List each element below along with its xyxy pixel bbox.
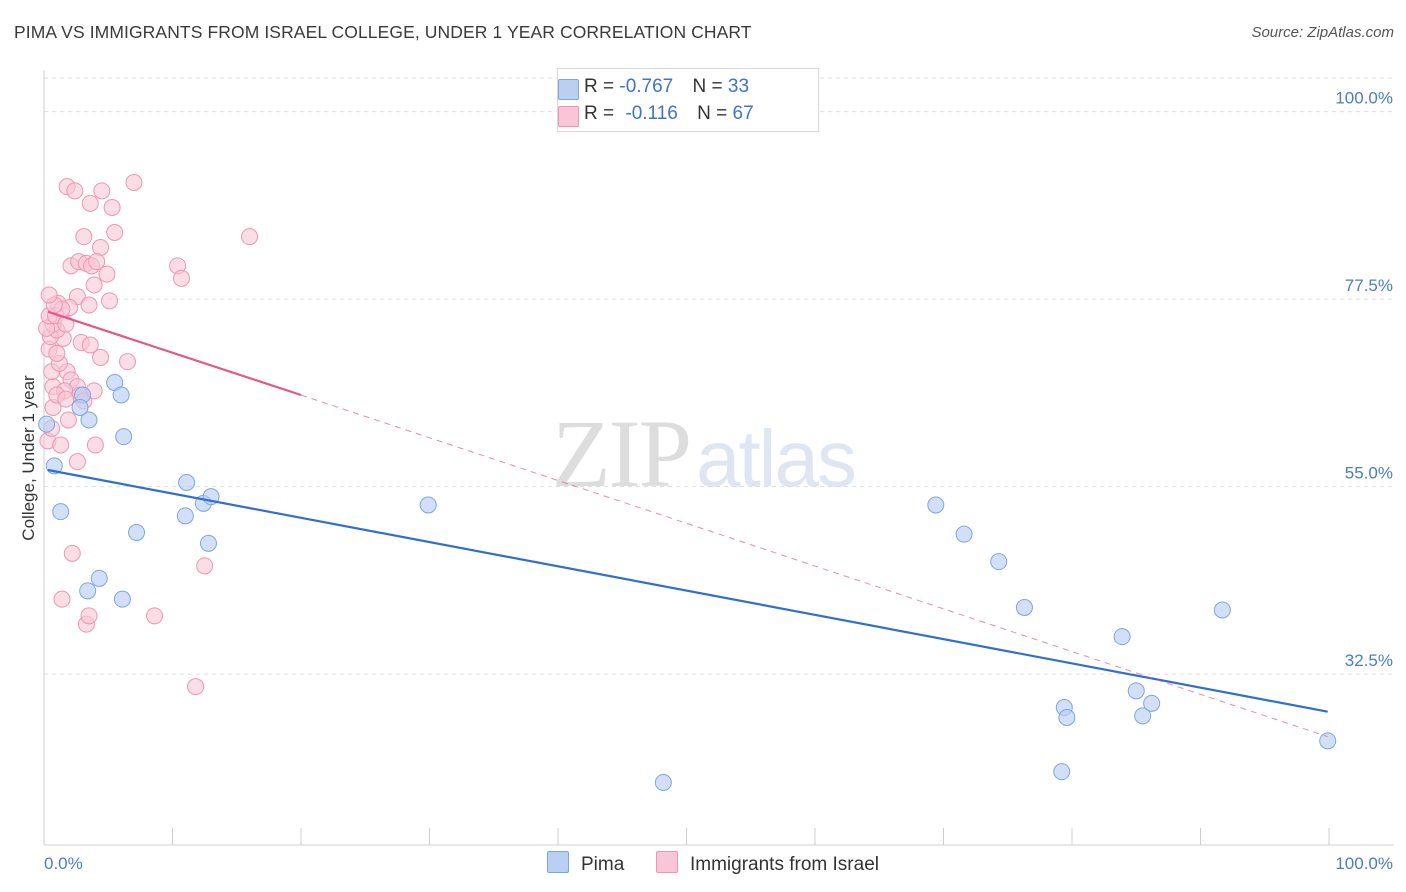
israel-point xyxy=(106,224,124,241)
israel-point xyxy=(80,607,98,625)
pima-point xyxy=(990,553,1008,571)
israel-point xyxy=(63,544,81,562)
legend-israel-r-value: -0.116 xyxy=(625,103,678,124)
israel-series xyxy=(38,174,259,696)
israel-point xyxy=(88,253,106,271)
israel-point xyxy=(125,174,143,191)
legend-pima-n-value: 33 xyxy=(727,76,750,97)
y-tick-label: 32.5% xyxy=(1345,651,1393,670)
legend-swatch-pima xyxy=(558,79,579,100)
pima-point xyxy=(654,774,672,791)
israel-point xyxy=(196,557,214,575)
pima-point xyxy=(71,399,89,416)
legend-row-pima: R = -0.767 N = 33 xyxy=(558,76,750,100)
israel-point xyxy=(59,411,77,429)
israel-point xyxy=(52,436,70,454)
israel-point xyxy=(172,269,190,287)
bottom-legend-israel: Immigrants from Israel xyxy=(656,851,879,876)
correlation-legend: R = -0.767 N = 33 R = -0.116 N = 67 xyxy=(557,68,819,132)
israel-point xyxy=(92,239,110,256)
israel-point xyxy=(187,678,205,696)
israel-point xyxy=(57,315,75,333)
pima-point xyxy=(128,524,146,541)
axis-layer xyxy=(43,70,1394,846)
pima-point xyxy=(1127,682,1145,700)
bottom-legend-israel-swatch xyxy=(656,851,678,873)
chart-title: PIMA VS IMMIGRANTS FROM ISRAEL COLLEGE, … xyxy=(14,22,752,42)
pima-point xyxy=(38,415,56,433)
israel-point xyxy=(92,349,110,366)
israel-point xyxy=(57,390,75,408)
israel-point xyxy=(93,182,111,200)
israel-point xyxy=(75,228,93,246)
pima-point xyxy=(52,503,70,521)
pima-point xyxy=(178,474,196,491)
watermark: ZIPatlas xyxy=(552,398,857,509)
pima-point xyxy=(1134,707,1152,725)
legend-israel-r-label: R = xyxy=(584,103,620,124)
y-tick-label: 77.5% xyxy=(1345,276,1393,295)
israel-point xyxy=(241,228,259,246)
trend-lines xyxy=(47,310,1328,738)
y-tick-label: 55.0% xyxy=(1345,464,1393,483)
y-axis-label: College, Under 1 year xyxy=(19,375,38,541)
israel-point xyxy=(66,182,84,200)
israel-point xyxy=(81,194,99,212)
bottom-legend-israel-label: Immigrants from Israel xyxy=(690,854,879,875)
israel-point xyxy=(80,296,98,314)
pima-point xyxy=(1213,601,1231,619)
bottom-legend-pima: Pima xyxy=(547,851,624,876)
x-tick-label: 100.0% xyxy=(1335,854,1393,873)
israel-point xyxy=(101,292,119,310)
pima-point xyxy=(80,411,98,429)
legend-row-israel: R = -0.116 N = 67 xyxy=(558,103,754,127)
legend-pima-r-label: R = xyxy=(584,76,620,97)
source-credit: Source: ZipAtlas.com xyxy=(1251,24,1394,41)
pima-point xyxy=(79,582,97,600)
pima-point xyxy=(176,507,194,525)
pima-point xyxy=(199,534,217,552)
legend-israel-n-label: N = xyxy=(697,103,733,124)
pima-point xyxy=(113,590,131,608)
israel-point xyxy=(103,199,121,216)
israel-point xyxy=(98,265,116,283)
israel-point xyxy=(68,453,86,471)
pima-point xyxy=(1143,694,1161,712)
watermark-atlas: atlas xyxy=(696,414,857,503)
israel-point xyxy=(86,436,104,454)
x-tick-label: 0.0% xyxy=(44,854,83,873)
legend-israel-n-value: 67 xyxy=(732,103,754,124)
pima-point xyxy=(419,496,437,514)
israel-point xyxy=(53,590,71,608)
legend-pima-r-value: -0.767 xyxy=(619,76,674,97)
israel-point xyxy=(119,353,137,371)
israel-trend-line xyxy=(47,310,302,397)
israel-trend-extension xyxy=(300,394,1328,738)
pima-point xyxy=(1113,628,1131,646)
pima-point xyxy=(1319,732,1337,750)
legend-pima-n-label: N = xyxy=(692,76,728,97)
pima-series xyxy=(38,374,1337,791)
pima-point xyxy=(1058,709,1076,726)
pima-point xyxy=(955,525,973,543)
israel-point xyxy=(85,276,103,294)
israel-point xyxy=(81,336,99,354)
pima-point xyxy=(1053,763,1071,781)
bottom-legend-pima-label: Pima xyxy=(581,854,625,875)
pima-point xyxy=(1015,599,1033,616)
watermark-zip: ZIP xyxy=(552,400,692,507)
legend-swatch-israel xyxy=(558,106,579,127)
pima-point xyxy=(112,386,130,404)
pima-point xyxy=(115,428,133,446)
y-tick-label: 100.0% xyxy=(1335,89,1393,108)
bottom-legend-pima-swatch xyxy=(547,851,569,873)
israel-point xyxy=(40,286,58,304)
tick-labels: 100.0% 77.5% 55.0% 32.5% 0.0% 100.0% xyxy=(44,89,1393,873)
israel-point xyxy=(48,344,66,362)
israel-point xyxy=(146,607,164,625)
pima-point xyxy=(927,496,945,514)
pima-point xyxy=(90,569,108,587)
pima-trend-line xyxy=(47,468,1328,713)
